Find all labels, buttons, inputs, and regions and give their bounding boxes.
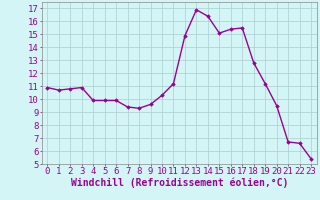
X-axis label: Windchill (Refroidissement éolien,°C): Windchill (Refroidissement éolien,°C) xyxy=(70,177,288,188)
